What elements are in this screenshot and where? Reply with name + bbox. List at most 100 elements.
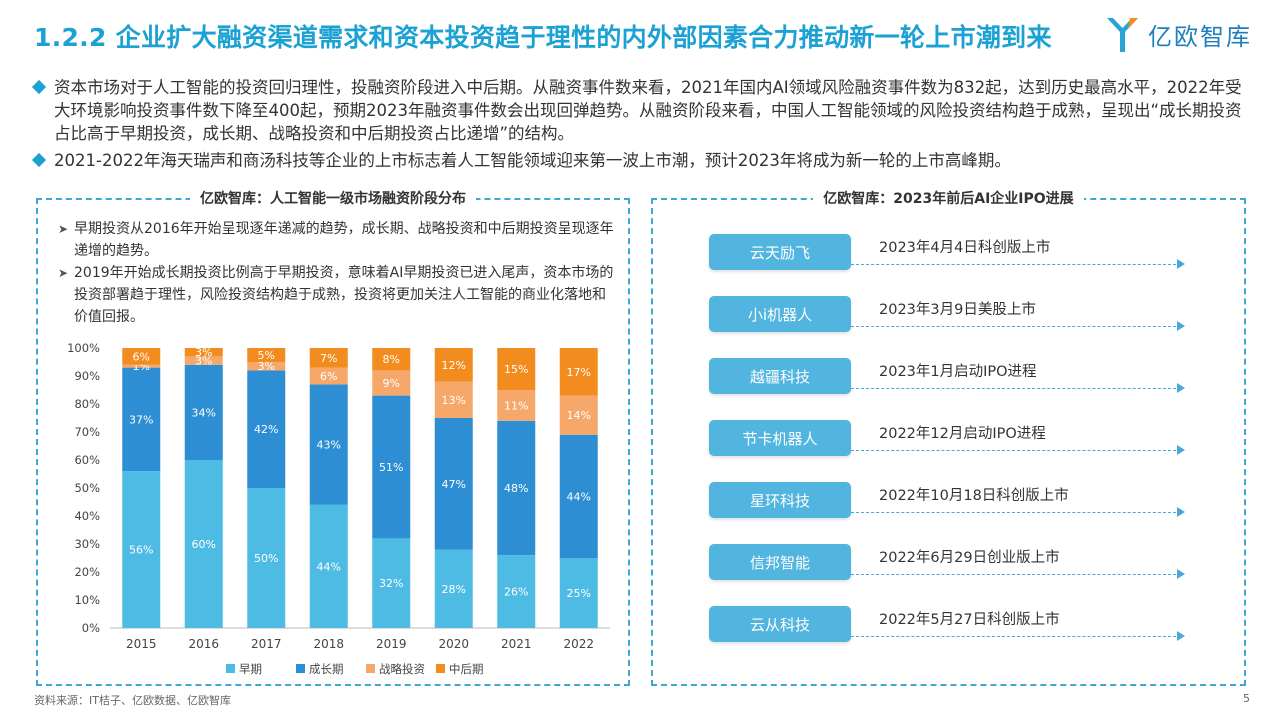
arrow-head-icon <box>1177 507 1185 517</box>
data-label: 37% <box>129 413 153 426</box>
legend-label: 早期 <box>239 662 262 676</box>
bar-segment <box>247 370 286 488</box>
arrow-head-icon <box>1177 569 1185 579</box>
timeline-line <box>851 326 1181 327</box>
panel-title: 亿欧智库：人工智能一级市场融资阶段分布 <box>38 188 628 208</box>
data-label: 3% <box>258 360 275 373</box>
x-tick-label: 2021 <box>501 637 532 651</box>
y-tick-label: 0% <box>82 621 100 635</box>
bar-segment <box>559 348 598 396</box>
data-label: 12% <box>442 359 466 372</box>
bar-segment <box>184 364 223 460</box>
bar-segment <box>247 348 286 362</box>
y-tick-label: 40% <box>74 509 100 523</box>
data-label: 17% <box>567 366 591 379</box>
arrow-head-icon <box>1177 259 1185 269</box>
timeline-line <box>851 264 1181 265</box>
ipo-event: 2022年10月18日科创版上市 <box>879 488 1069 504</box>
bar-segment <box>497 420 536 556</box>
data-label: 13% <box>442 394 466 407</box>
ipo-item: 小i机器人 2023年3月9日美股上市 <box>709 296 1189 340</box>
bar-segment <box>559 558 598 628</box>
ipo-item: 越疆科技 2023年1月启动IPO进程 <box>709 358 1189 402</box>
company-badge: 云从科技 <box>709 606 851 642</box>
data-label: 44% <box>567 490 591 503</box>
ipo-event: 2022年5月27日科创版上市 <box>879 612 1060 628</box>
bar-segment <box>122 364 161 368</box>
y-tick-label: 90% <box>74 369 100 383</box>
arrow-head-icon <box>1177 445 1185 455</box>
data-label: 56% <box>129 544 153 557</box>
brand-logo: 亿欧智库 <box>1104 14 1252 54</box>
legend-swatch <box>296 664 305 673</box>
funding-stage-panel: 亿欧智库：人工智能一级市场融资阶段分布 ➤ 早期投资从2016年开始呈现逐年递减… <box>36 191 630 686</box>
data-label: 42% <box>254 423 278 436</box>
bar-segment <box>184 460 223 628</box>
bar-segment <box>497 555 536 628</box>
data-label: 34% <box>192 406 216 419</box>
stacked-bar-chart: 0% 10% 20% 30% 40% 50% 60% 70% 80% 90% 100% 56% 37% 1… <box>67 341 610 676</box>
x-tick-label: 2018 <box>313 637 344 651</box>
ipo-event: 2023年3月9日美股上市 <box>879 302 1036 318</box>
x-tick-label: 2016 <box>188 637 219 651</box>
legend-swatch <box>366 664 375 673</box>
y-tick-label: 80% <box>74 397 100 411</box>
ipo-event: 2022年6月29日创业版上市 <box>879 550 1060 566</box>
data-label: 9% <box>383 377 400 390</box>
y-tick-label: 20% <box>74 565 100 579</box>
arrow-head-icon <box>1177 383 1185 393</box>
data-label: 26% <box>504 586 528 599</box>
bar-segment <box>372 395 411 539</box>
data-label: 28% <box>442 583 466 596</box>
bar-segment <box>372 538 411 628</box>
timeline-line <box>851 574 1181 575</box>
bar-segment <box>559 395 598 435</box>
data-label: 6% <box>320 370 337 383</box>
legend-label: 成长期 <box>309 662 344 676</box>
x-tick-label: 2020 <box>438 637 469 651</box>
bar-segment <box>309 348 348 368</box>
ipo-item: 信邦智能 2022年6月29日创业版上市 <box>709 544 1189 588</box>
arrow-head-icon <box>1177 321 1185 331</box>
bar-segment <box>122 367 161 472</box>
page-title: 1.2.2 企业扩大融资渠道需求和资本投资趋于理性的内外部因素合力推动新一轮上市… <box>34 23 1052 52</box>
ipo-item: 星环科技 2022年10月18日科创版上市 <box>709 482 1189 526</box>
bar-segment <box>309 504 348 628</box>
bar-segment <box>434 348 473 382</box>
bar-segment <box>184 348 223 357</box>
arrow-right-icon: ➤ <box>58 266 69 280</box>
data-label: 15% <box>504 363 528 376</box>
bar-segment <box>122 348 161 365</box>
x-tick-label: 2017 <box>251 637 282 651</box>
bar-segment <box>122 471 161 628</box>
legend-swatch <box>436 664 445 673</box>
bar-segment <box>184 356 223 365</box>
bullet-text: 2021-2022年海天瑞声和商汤科技等企业的上市标志着人工智能领域迎来第一波上… <box>54 151 1011 170</box>
y-tick-label: 30% <box>74 537 100 551</box>
ipo-item: 云从科技 2022年5月27日科创版上市 <box>709 606 1189 650</box>
data-label: 51% <box>379 461 403 474</box>
y-tick-label: 70% <box>74 425 100 439</box>
bar-segment <box>247 362 286 371</box>
bar-segment <box>497 390 536 421</box>
logo-text: 亿欧智库 <box>1148 22 1252 51</box>
panel-title-text: 亿欧智库：2023年前后AI企业IPO进展 <box>813 191 1084 207</box>
data-label: 25% <box>567 587 591 600</box>
data-label: 6% <box>133 350 150 363</box>
y-tick-label: 50% <box>74 481 100 495</box>
data-label: 44% <box>317 560 341 573</box>
legend-label: 战略投资 <box>379 662 425 676</box>
bar-segment <box>372 370 411 396</box>
data-label: 14% <box>567 409 591 422</box>
diamond-bullet-icon <box>31 152 47 168</box>
company-badge: 云天励飞 <box>709 234 851 270</box>
ipo-progress-panel: 亿欧智库：2023年前后AI企业IPO进展 云天励飞 2023年4月4日科创版上… <box>651 191 1246 686</box>
bar-segment <box>247 488 286 628</box>
data-label: 50% <box>254 552 278 565</box>
bar-segment <box>559 434 598 558</box>
data-label: 7% <box>320 352 337 365</box>
bar-segment <box>497 348 536 390</box>
company-badge: 越疆科技 <box>709 358 851 394</box>
data-label: 3% <box>195 346 212 359</box>
y-tick-label: 100% <box>67 341 100 355</box>
